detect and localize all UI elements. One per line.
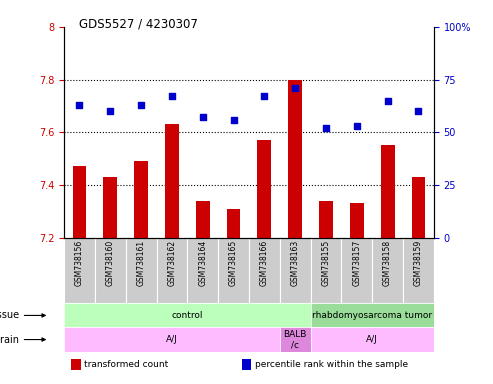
Bar [372,238,403,303]
Text: transformed count: transformed count [84,360,169,369]
Bar [412,177,425,238]
Point [199,114,207,121]
Bar [64,328,280,352]
Text: A/J: A/J [366,335,378,344]
Bar [311,303,434,328]
Bar [104,177,117,238]
Bar [64,303,311,328]
Text: GSM738156: GSM738156 [75,240,84,286]
Bar [157,238,187,303]
Bar [341,238,372,303]
Bar [165,124,179,238]
Bar [288,79,302,238]
Text: GSM738162: GSM738162 [168,240,176,286]
Point [353,123,361,129]
Bar [311,328,434,352]
Text: A/J: A/J [166,335,178,344]
Bar [227,209,241,238]
Bar [257,140,271,238]
Bar [319,201,333,238]
Text: GSM738165: GSM738165 [229,240,238,286]
Bar [280,328,311,352]
Bar [311,238,341,303]
Text: GSM738155: GSM738155 [321,240,330,286]
Point [384,98,391,104]
Bar [403,238,434,303]
Text: rhabdomyosarcoma tumor: rhabdomyosarcoma tumor [312,311,432,320]
Text: GDS5527 / 4230307: GDS5527 / 4230307 [79,17,198,30]
Bar [280,238,311,303]
Text: GSM738159: GSM738159 [414,240,423,286]
Bar [249,238,280,303]
Text: tissue: tissue [0,310,20,320]
Bar [72,166,86,238]
Bar [196,201,210,238]
Bar [350,203,364,238]
Bar [126,238,157,303]
Text: GSM738157: GSM738157 [352,240,361,286]
Text: GSM738160: GSM738160 [106,240,115,286]
Text: control: control [172,311,203,320]
Point [415,108,423,114]
Point [137,102,145,108]
Point [291,85,299,91]
Bar [242,359,251,370]
Text: GSM738161: GSM738161 [137,240,145,286]
Point [230,116,238,122]
Point [168,93,176,99]
Text: GSM738163: GSM738163 [291,240,300,286]
Bar [134,161,148,238]
Point [75,102,83,108]
Bar [71,359,81,370]
Text: percentile rank within the sample: percentile rank within the sample [254,360,408,369]
Point [322,125,330,131]
Text: strain: strain [0,334,20,344]
Bar [64,238,95,303]
Point [260,93,268,99]
Bar [218,238,249,303]
Bar [187,238,218,303]
Text: GSM738166: GSM738166 [260,240,269,286]
Bar [381,146,394,238]
Text: GSM738164: GSM738164 [198,240,207,286]
Bar [95,238,126,303]
Point [106,108,114,114]
Text: BALB
/c: BALB /c [283,330,307,349]
Text: GSM738158: GSM738158 [383,240,392,286]
